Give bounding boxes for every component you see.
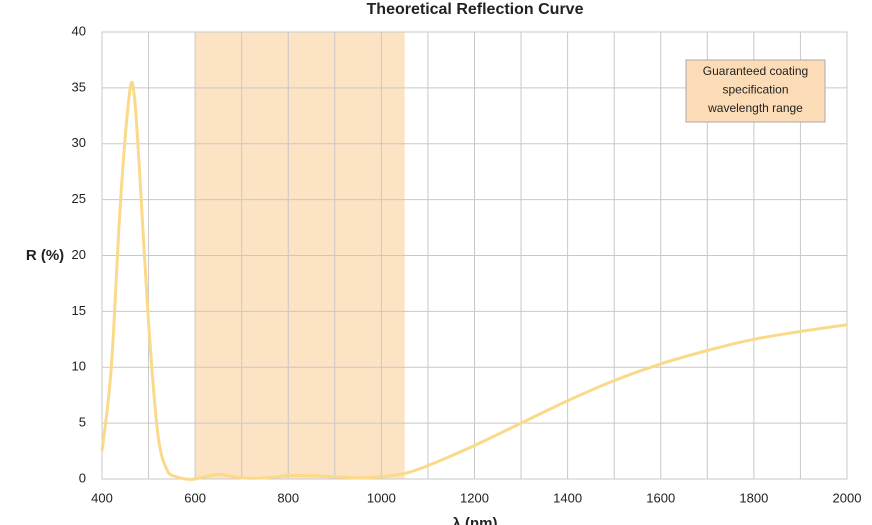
- y-tick-label: 40: [72, 23, 86, 38]
- y-tick-label: 0: [79, 470, 86, 485]
- x-axis-label: λ (nm): [453, 515, 498, 525]
- x-tick-label: 1400: [553, 490, 582, 505]
- y-tick-label: 25: [72, 191, 86, 206]
- x-tick-label: 1000: [367, 490, 396, 505]
- y-tick-label: 20: [72, 247, 86, 262]
- y-tick-label: 35: [72, 79, 86, 94]
- x-tick-label: 1800: [739, 490, 768, 505]
- annotation-text: wavelength range: [707, 101, 803, 115]
- annotation-text: Guaranteed coating: [703, 64, 808, 78]
- x-tick-label: 1600: [646, 490, 675, 505]
- y-tick-label: 30: [72, 135, 86, 150]
- x-tick-label: 400: [91, 490, 113, 505]
- x-tick-label: 2000: [833, 490, 862, 505]
- x-tick-label: 600: [184, 490, 206, 505]
- y-tick-label: 15: [72, 303, 86, 318]
- annotation-text: specification: [722, 83, 788, 97]
- y-tick-label: 5: [79, 415, 86, 430]
- x-tick-label: 800: [277, 490, 299, 505]
- y-tick-label: 10: [72, 359, 86, 374]
- x-tick-label: 1200: [460, 490, 489, 505]
- chart-title: Theoretical Reflection Curve: [367, 1, 584, 18]
- y-axis-label: R (%): [26, 247, 64, 264]
- data-line: [100, 80, 848, 481]
- annotation-box: [685, 59, 826, 123]
